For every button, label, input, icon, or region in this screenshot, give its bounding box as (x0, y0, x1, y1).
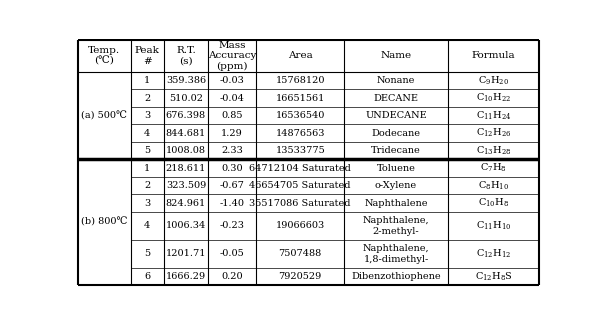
Text: Naphthalene,
1,8-dimethyl-: Naphthalene, 1,8-dimethyl- (363, 244, 429, 263)
Text: $\mathregular{C_{11}H_{10}}$: $\mathregular{C_{11}H_{10}}$ (476, 220, 511, 232)
Text: 844.681: 844.681 (166, 128, 206, 137)
Text: 323.509: 323.509 (166, 181, 206, 190)
Text: 2: 2 (144, 181, 150, 190)
Text: $\mathregular{C_{12}H_8S}$: $\mathregular{C_{12}H_8S}$ (475, 270, 512, 283)
Text: 4: 4 (144, 128, 150, 137)
Text: 6: 6 (144, 272, 150, 281)
Text: 2: 2 (144, 94, 150, 102)
Text: 218.611: 218.611 (166, 164, 206, 173)
Text: 7507488: 7507488 (279, 249, 322, 258)
Text: 1: 1 (144, 76, 150, 85)
Text: -0.05: -0.05 (220, 249, 244, 258)
Text: 3: 3 (144, 111, 150, 120)
Text: $\mathregular{C_{11}H_{24}}$: $\mathregular{C_{11}H_{24}}$ (476, 109, 512, 122)
Text: R.T.
(s): R.T. (s) (176, 46, 196, 66)
Text: Mass
Accuracy
(ppm): Mass Accuracy (ppm) (208, 41, 256, 71)
Text: -0.04: -0.04 (220, 94, 244, 102)
Text: 510.02: 510.02 (169, 94, 203, 102)
Text: Naphthalene: Naphthalene (364, 199, 428, 208)
Text: 3: 3 (144, 199, 150, 208)
Text: 1006.34: 1006.34 (166, 221, 206, 230)
Text: 7920529: 7920529 (279, 272, 322, 281)
Text: Nonane: Nonane (377, 76, 415, 85)
Text: 5: 5 (144, 249, 150, 258)
Text: 35517086 Saturated: 35517086 Saturated (249, 199, 351, 208)
Text: 4: 4 (144, 221, 150, 230)
Text: 1666.29: 1666.29 (166, 272, 206, 281)
Text: 1.29: 1.29 (221, 128, 243, 137)
Text: -0.03: -0.03 (220, 76, 244, 85)
Text: 1: 1 (144, 164, 150, 173)
Text: Dibenzothiophene: Dibenzothiophene (351, 272, 441, 281)
Text: 1201.71: 1201.71 (166, 249, 206, 258)
Text: 824.961: 824.961 (166, 199, 206, 208)
Text: 15768120: 15768120 (276, 76, 325, 85)
Text: Peak
#: Peak # (135, 46, 160, 66)
Text: 0.85: 0.85 (222, 111, 243, 120)
Text: -0.67: -0.67 (220, 181, 244, 190)
Text: -1.40: -1.40 (220, 199, 244, 208)
Text: $\mathregular{C_{10}H_8}$: $\mathregular{C_{10}H_8}$ (478, 197, 509, 209)
Text: 1008.08: 1008.08 (166, 146, 206, 155)
Text: 16536540: 16536540 (276, 111, 325, 120)
Text: 0.30: 0.30 (222, 164, 243, 173)
Text: $\mathregular{C_{13}H_{28}}$: $\mathregular{C_{13}H_{28}}$ (476, 144, 511, 157)
Text: $\mathregular{C_8H_{10}}$: $\mathregular{C_8H_{10}}$ (478, 179, 509, 192)
Text: 14876563: 14876563 (276, 128, 325, 137)
Text: (a) 500℃: (a) 500℃ (81, 111, 127, 120)
Text: Tridecane: Tridecane (371, 146, 421, 155)
Text: Naphthalene,
2-methyl-: Naphthalene, 2-methyl- (363, 216, 429, 235)
Text: Name: Name (380, 51, 412, 60)
Text: 13533775: 13533775 (275, 146, 325, 155)
Text: $\mathregular{C_{12}H_{12}}$: $\mathregular{C_{12}H_{12}}$ (476, 248, 511, 260)
Text: 359.386: 359.386 (166, 76, 206, 85)
Text: -0.23: -0.23 (220, 221, 244, 230)
Text: $\mathregular{C_9H_{20}}$: $\mathregular{C_9H_{20}}$ (478, 74, 509, 87)
Text: Toluene: Toluene (377, 164, 415, 173)
Text: Dodecane: Dodecane (371, 128, 421, 137)
Text: Area: Area (288, 51, 312, 60)
Text: 0.20: 0.20 (222, 272, 243, 281)
Text: 5: 5 (144, 146, 150, 155)
Text: 2.33: 2.33 (221, 146, 243, 155)
Text: DECANE: DECANE (374, 94, 418, 102)
Text: o-Xylene: o-Xylene (375, 181, 417, 190)
Text: $\mathregular{C_7H_8}$: $\mathregular{C_7H_8}$ (480, 162, 507, 174)
Text: Temp.
(℃): Temp. (℃) (88, 46, 120, 66)
Text: 19066603: 19066603 (276, 221, 325, 230)
Text: $\mathregular{C_{12}H_{26}}$: $\mathregular{C_{12}H_{26}}$ (476, 127, 512, 139)
Text: $\mathregular{C_{10}H_{22}}$: $\mathregular{C_{10}H_{22}}$ (476, 92, 511, 104)
Text: (b) 800℃: (b) 800℃ (81, 218, 128, 227)
Text: 64712104 Saturated: 64712104 Saturated (249, 164, 351, 173)
Text: 676.398: 676.398 (166, 111, 206, 120)
Text: Formula: Formula (472, 51, 515, 60)
Text: UNDECANE: UNDECANE (365, 111, 427, 120)
Text: 16651561: 16651561 (276, 94, 325, 102)
Text: 46654705 Saturated: 46654705 Saturated (249, 181, 351, 190)
